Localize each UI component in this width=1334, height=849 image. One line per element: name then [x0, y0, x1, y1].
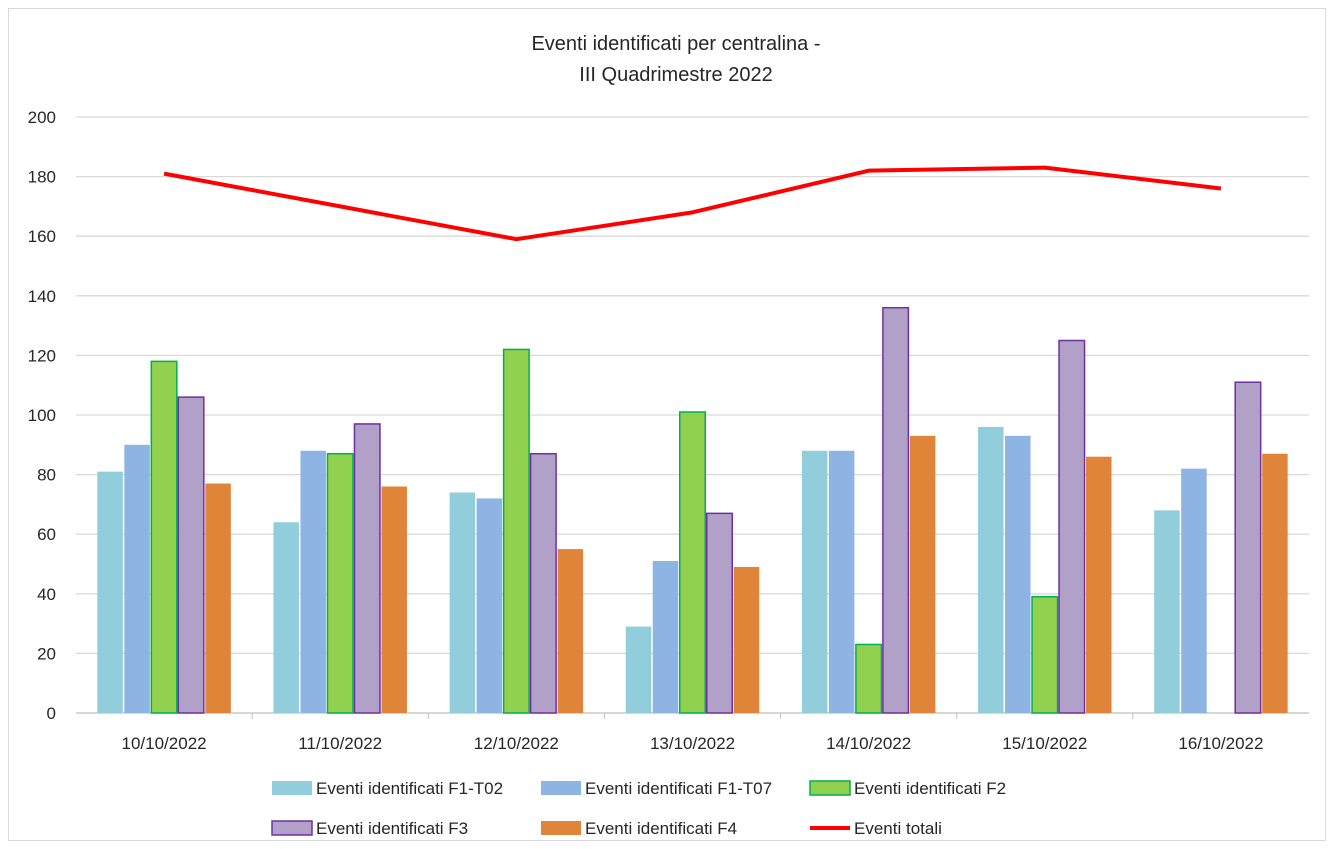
- total-line-group: [163, 165, 1222, 242]
- bar: [557, 549, 584, 713]
- bar: [733, 566, 760, 713]
- legend-swatch: [271, 820, 313, 836]
- legend-swatch: [541, 781, 581, 795]
- legend-swatch: [809, 780, 851, 796]
- bar: [326, 452, 354, 714]
- bar: [124, 444, 150, 713]
- chart-title-line2: III Quadrimestre 2022: [579, 64, 772, 86]
- bar: [205, 483, 231, 713]
- y-tick-label: 200: [28, 108, 56, 127]
- bar: [300, 450, 326, 713]
- bar: [97, 471, 123, 713]
- y-tick-label: 180: [28, 168, 56, 187]
- bar: [1058, 339, 1086, 714]
- y-tick-label: 140: [28, 287, 56, 306]
- chart-title-line1: Eventi identificati per centralina -: [531, 33, 820, 55]
- bar: [1181, 468, 1207, 713]
- bar: [801, 450, 828, 713]
- bar: [353, 423, 381, 714]
- bar: [1005, 435, 1031, 713]
- legend-swatch: [541, 821, 581, 835]
- legend: Eventi identificati F1-T02 Eventi identif…: [271, 779, 1006, 838]
- y-tick-label: 80: [37, 466, 56, 485]
- bar: [273, 522, 299, 713]
- x-tick-label: 16/10/2022: [1178, 734, 1263, 753]
- bar: [706, 512, 733, 714]
- series-line-eventi-totali: [163, 165, 1222, 242]
- bar: [625, 626, 652, 713]
- x-tick-label: 15/10/2022: [1002, 734, 1087, 753]
- bar: [177, 396, 205, 714]
- legend-label: Eventi identificati F3: [316, 819, 468, 838]
- bar: [502, 348, 530, 714]
- bar: [1234, 381, 1262, 714]
- bar: [476, 498, 503, 713]
- bar: [978, 426, 1004, 713]
- bar: [679, 411, 706, 714]
- x-tick-label: 14/10/2022: [826, 734, 911, 753]
- bar: [882, 306, 910, 714]
- y-tick-label: 120: [28, 346, 56, 365]
- legend-label: Eventi totali: [854, 819, 942, 838]
- x-tick-label: 13/10/2022: [650, 734, 735, 753]
- y-tick-label: 0: [47, 704, 56, 723]
- bar: [1031, 596, 1059, 714]
- x-tick-label: 11/10/2022: [298, 734, 382, 753]
- y-tick-label: 160: [28, 227, 56, 246]
- bar: [1154, 510, 1180, 713]
- bar: [1262, 453, 1288, 713]
- bar: [828, 450, 855, 713]
- bar: [529, 452, 557, 714]
- legend-swatch: [272, 781, 312, 795]
- y-tick-label: 100: [28, 406, 56, 425]
- bar: [855, 643, 883, 714]
- y-axis: 0 20 40 60 80 100 120 140 160 180 200: [28, 108, 56, 723]
- legend-label: Eventi identificati F1-T07: [585, 779, 772, 798]
- bars-group: [97, 306, 1288, 714]
- bar: [652, 561, 679, 713]
- y-tick-label: 60: [37, 525, 56, 544]
- y-tick-label: 40: [37, 585, 56, 604]
- bar: [449, 492, 476, 713]
- bar: [150, 360, 178, 714]
- legend-label: Eventi identificati F4: [585, 819, 737, 838]
- x-tick-label: 10/10/2022: [122, 734, 207, 753]
- y-tick-label: 20: [37, 644, 56, 663]
- x-tick-label: 12/10/2022: [474, 734, 559, 753]
- bar: [381, 486, 407, 713]
- bar: [909, 435, 936, 713]
- x-axis: 10/10/2022 11/10/2022 12/10/2022 13/10/2022…: [122, 713, 1263, 753]
- bar: [1086, 456, 1112, 713]
- legend-label: Eventi identificati F2: [854, 779, 1006, 798]
- legend-label: Eventi identificati F1-T02: [316, 779, 503, 798]
